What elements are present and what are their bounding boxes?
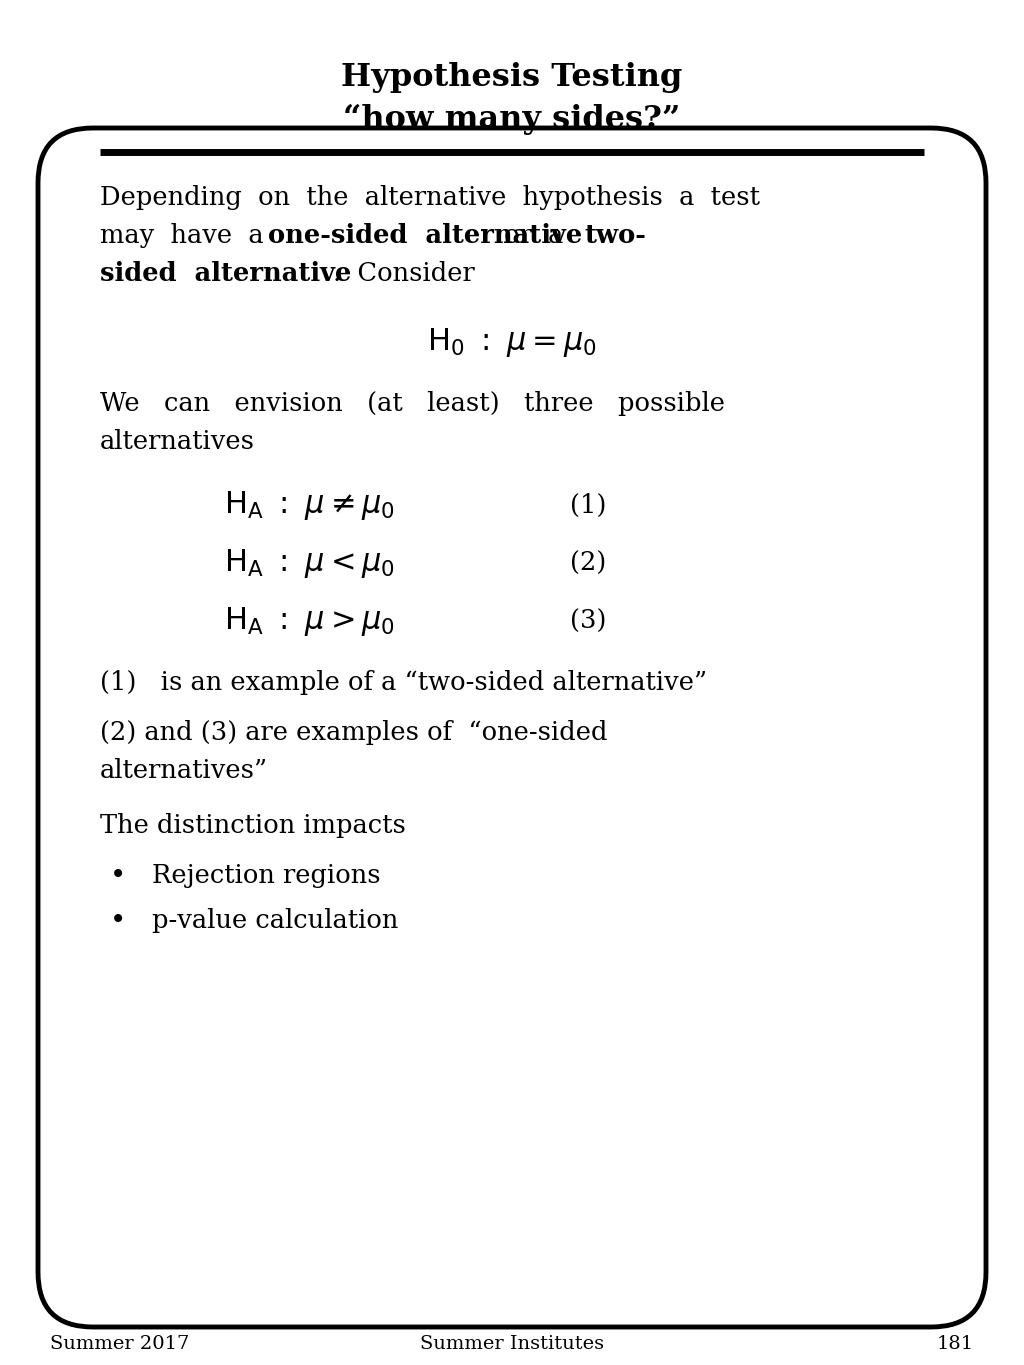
Text: or  a: or a <box>496 222 580 248</box>
Text: Hypothesis Testing: Hypothesis Testing <box>341 61 683 93</box>
Text: may  have  a: may have a <box>100 222 271 248</box>
Text: •: • <box>110 908 126 935</box>
Text: .  Consider: . Consider <box>333 261 475 287</box>
Text: (1)   is an example of a “two-sided alternative”: (1) is an example of a “two-sided altern… <box>100 670 708 695</box>
Text: one-sided  alternative: one-sided alternative <box>268 222 583 248</box>
Text: $\mathrm{H}_0 \ : \ \mu = \mu_0$: $\mathrm{H}_0 \ : \ \mu = \mu_0$ <box>427 326 597 359</box>
Text: (3): (3) <box>570 609 606 633</box>
Text: The distinction impacts: The distinction impacts <box>100 814 406 838</box>
Text: 181: 181 <box>937 1335 974 1353</box>
Text: (2): (2) <box>570 551 606 576</box>
Text: (1): (1) <box>570 493 606 517</box>
Text: •: • <box>110 863 126 890</box>
Text: $\mathrm{H}_\mathrm{A} \ : \ \mu > \mu_0$: $\mathrm{H}_\mathrm{A} \ : \ \mu > \mu_0… <box>224 605 395 637</box>
Text: (2) and (3) are examples of  “one-sided: (2) and (3) are examples of “one-sided <box>100 719 607 745</box>
Text: We   can   envision   (at   least)   three   possible: We can envision (at least) three possibl… <box>100 390 725 416</box>
Text: two-: two- <box>584 222 646 248</box>
Text: $\mathrm{H}_\mathrm{A} \ : \ \mu < \mu_0$: $\mathrm{H}_\mathrm{A} \ : \ \mu < \mu_0… <box>224 547 395 580</box>
Text: sided  alternative: sided alternative <box>100 261 351 287</box>
Text: Depending  on  the  alternative  hypothesis  a  test: Depending on the alternative hypothesis … <box>100 186 760 210</box>
Text: Rejection regions: Rejection regions <box>152 863 381 889</box>
Text: p-value calculation: p-value calculation <box>152 908 398 934</box>
Text: Summer Institutes: Summer Institutes <box>420 1335 604 1353</box>
Text: $\mathrm{H}_\mathrm{A} \ : \ \mu \neq \mu_0$: $\mathrm{H}_\mathrm{A} \ : \ \mu \neq \m… <box>224 489 395 521</box>
Text: “how many sides?”: “how many sides?” <box>343 104 681 135</box>
FancyBboxPatch shape <box>38 128 986 1327</box>
Text: alternatives”: alternatives” <box>100 758 268 784</box>
Text: Summer 2017: Summer 2017 <box>50 1335 189 1353</box>
Text: alternatives: alternatives <box>100 429 255 455</box>
